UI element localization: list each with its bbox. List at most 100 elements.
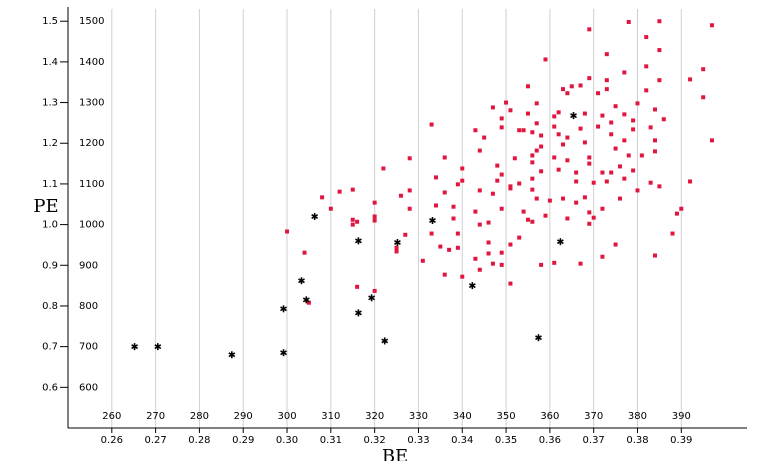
y-tick-label: 1.3 [42, 98, 58, 109]
point [154, 343, 162, 351]
point [626, 20, 631, 25]
point [429, 231, 434, 236]
point [302, 250, 307, 255]
point [609, 132, 614, 137]
y-tick-label: 1.1 [42, 179, 58, 190]
point [556, 132, 561, 137]
x2-tick-label: 340 [453, 411, 472, 422]
point [574, 170, 579, 175]
x2-tick-label: 310 [321, 411, 340, 422]
point [473, 256, 478, 261]
point [451, 204, 456, 209]
point [355, 237, 362, 245]
y-tick-label: 1.5 [42, 16, 58, 27]
point [490, 261, 495, 266]
point [495, 163, 500, 168]
x-tick-label: 0.32 [364, 435, 386, 446]
y2-tick-label: 800 [79, 301, 98, 312]
point [635, 188, 640, 193]
point [486, 240, 491, 245]
point [648, 180, 653, 185]
point [565, 216, 570, 221]
point [512, 156, 517, 161]
point [350, 222, 355, 227]
point [657, 78, 662, 83]
point [596, 124, 601, 129]
point [600, 254, 605, 259]
x2-tick-label: 300 [277, 411, 296, 422]
point [328, 206, 333, 211]
point [486, 251, 491, 256]
point [679, 206, 684, 211]
point [228, 351, 236, 359]
x2-tick-label: 320 [365, 411, 384, 422]
point [653, 138, 658, 143]
point [521, 128, 526, 133]
point [591, 180, 596, 185]
x-tick-label: 0.28 [188, 435, 210, 446]
point [460, 178, 465, 183]
point [477, 222, 482, 227]
y2-tick-label: 1400 [79, 57, 104, 68]
point [355, 219, 360, 224]
x-tick-label: 0.39 [670, 435, 692, 446]
x-axis-title: BE [382, 446, 408, 461]
y2-tick-label: 1300 [79, 98, 104, 109]
y2-tick-label: 700 [79, 342, 98, 353]
y-tick-label: 1.4 [42, 57, 58, 68]
y-tick-label: 0.6 [42, 382, 58, 393]
point [604, 52, 609, 57]
point [622, 176, 627, 181]
point [298, 277, 305, 285]
point [508, 184, 513, 189]
x2-tick-label: 380 [628, 411, 647, 422]
point [350, 187, 355, 192]
point [442, 155, 447, 160]
point [556, 110, 561, 115]
point [631, 118, 636, 123]
point [442, 190, 447, 195]
point [644, 35, 649, 40]
point [600, 113, 605, 118]
point [311, 212, 319, 220]
y2-tick-label: 1500 [79, 16, 104, 27]
point [543, 213, 548, 218]
point [587, 155, 592, 160]
x2-tick-label: 280 [190, 411, 209, 422]
point [587, 221, 592, 226]
point [337, 189, 342, 194]
point [631, 127, 636, 132]
point [613, 146, 618, 151]
point [455, 245, 460, 250]
point [644, 88, 649, 93]
point [499, 125, 504, 130]
point [709, 138, 714, 143]
y2-tick-label: 1000 [79, 220, 104, 231]
point [591, 215, 596, 220]
point [433, 203, 438, 208]
point [517, 181, 522, 186]
point [350, 217, 355, 222]
point [552, 114, 557, 119]
x-tick-label: 0.38 [626, 435, 648, 446]
point [508, 281, 513, 286]
point [574, 200, 579, 205]
point [539, 133, 544, 138]
x2-tick-label: 330 [409, 411, 428, 422]
point [709, 23, 714, 28]
point [657, 19, 662, 24]
x2-tick-label: 270 [146, 411, 165, 422]
y-tick-label: 0.8 [42, 301, 58, 312]
point [578, 83, 583, 88]
point [617, 196, 622, 201]
point [482, 135, 487, 140]
point [600, 206, 605, 211]
x-tick-label: 0.30 [276, 435, 298, 446]
point [622, 70, 627, 75]
point [433, 175, 438, 180]
point [460, 166, 465, 171]
point [574, 179, 579, 184]
point [661, 117, 666, 122]
point [547, 198, 552, 203]
point [429, 122, 434, 127]
